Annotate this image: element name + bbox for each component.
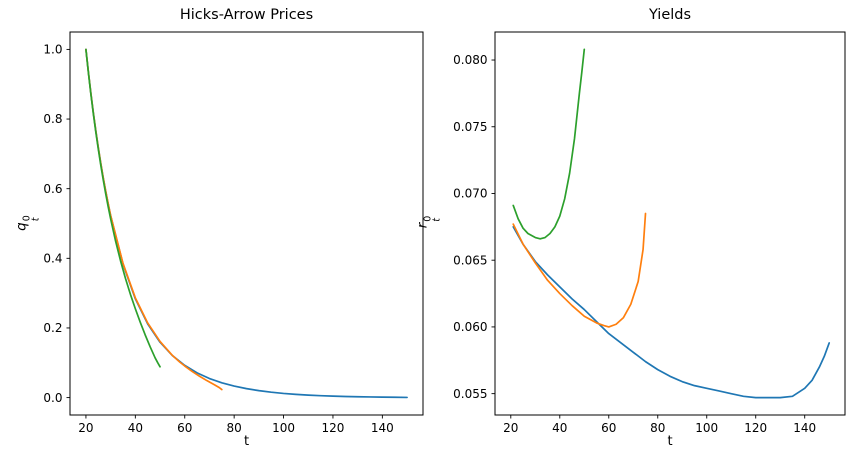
yields-line-orange [512, 212, 647, 328]
x-tick-label: 80 [227, 421, 242, 435]
x-tick-label: 60 [601, 421, 616, 435]
hicks-arrow-prices-axes: 20 40 60 80 100 120 140 0.0 0.2 0.4 0.6 0.8 1.0 [43, 31, 424, 435]
ylabel-subscript: t [30, 217, 42, 222]
y-tick-label: 0.065 [453, 253, 487, 267]
y-axis-ticks: 0.0 0.2 0.4 0.6 0.8 1.0 [43, 43, 70, 405]
y-tick-label: 0.075 [453, 120, 487, 134]
ylabel-variable: r [414, 222, 431, 229]
x-tick-label: 100 [272, 421, 295, 435]
x-tick-label: 20 [503, 421, 518, 435]
y-tick-label: 1.0 [43, 43, 62, 57]
y-axis-ticks: 0.055 0.060 0.065 0.070 0.075 0.080 [453, 53, 495, 401]
ylabel-variable: q [13, 222, 30, 231]
hicks-arrow-prices-line-green [85, 48, 161, 368]
x-tick-label: 60 [177, 421, 192, 435]
hicks-arrow-x-axis-label: t [243, 434, 250, 449]
hicks-arrow-prices-line-orange [85, 48, 223, 391]
ylabel-subscript: t [431, 218, 443, 222]
x-tick-label: 40 [128, 421, 143, 435]
y-tick-label: 0.2 [43, 321, 62, 335]
x-axis-ticks: 20 40 60 80 100 120 140 [503, 415, 816, 435]
y-tick-label: 0.070 [453, 187, 487, 201]
x-tick-label: 140 [793, 421, 816, 435]
y-tick-label: 0.6 [43, 182, 62, 196]
x-tick-label: 120 [322, 421, 345, 435]
y-tick-label: 0.080 [453, 53, 487, 67]
x-tick-label: 40 [552, 421, 567, 435]
x-tick-label: 100 [695, 421, 718, 435]
yields-line-blue [512, 225, 831, 399]
hicks-arrow-prices-line-blue [85, 48, 408, 399]
y-tick-label: 0.055 [453, 387, 487, 401]
axes-spines [494, 31, 846, 416]
yields-x-axis-label: t [667, 434, 673, 449]
hicks-arrow-chart-title: Hicks-Arrow Prices [179, 7, 314, 23]
x-axis-ticks: 20 40 60 80 100 120 140 [78, 415, 394, 435]
y-tick-label: 0.0 [43, 391, 62, 405]
yields-axes: 20 40 60 80 100 120 1400.0550.0600.0650.0700.0… [453, 31, 846, 435]
axes-spines [69, 31, 424, 416]
yields-line-green [512, 48, 586, 240]
yields-chart-title: Yields [648, 7, 692, 23]
x-tick-label: 120 [744, 421, 767, 435]
y-tick-label: 0.8 [43, 112, 62, 126]
x-tick-label: 20 [78, 421, 93, 435]
x-tick-label: 80 [650, 421, 665, 435]
x-tick-label: 140 [371, 421, 394, 435]
y-tick-label: 0.060 [453, 320, 487, 334]
y-tick-label: 0.4 [43, 252, 62, 266]
